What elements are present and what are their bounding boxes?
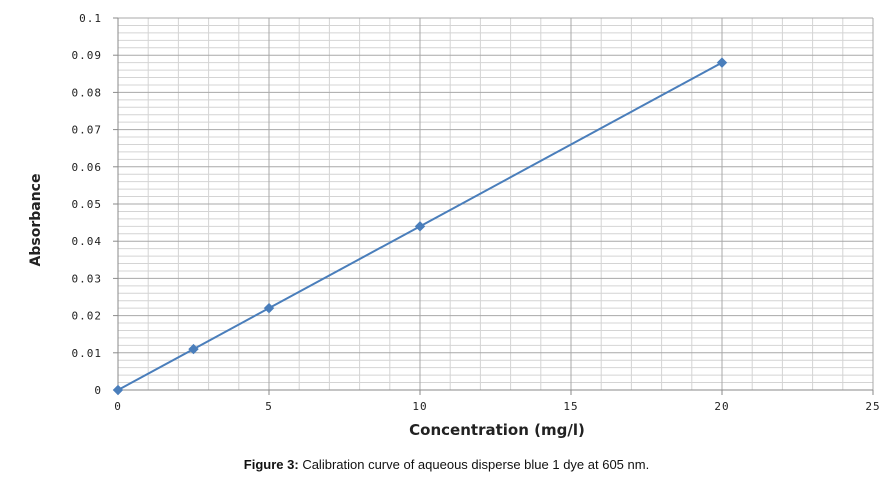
- data-point-marker: [112, 384, 124, 396]
- caption-label: Figure 3:: [243, 457, 299, 472]
- caption-text: Calibration curve of aqueous disperse bl…: [298, 457, 650, 472]
- y-tick-label: 0.1: [79, 12, 102, 25]
- y-tick-label: 0.06: [72, 161, 103, 174]
- y-tick-label: 0.05: [72, 198, 103, 211]
- data-markers: [112, 57, 728, 396]
- x-tick-label: 20: [714, 400, 729, 413]
- x-axis-ticks: 0 5 10 15 20 25: [114, 390, 880, 413]
- y-tick-label: 0.03: [72, 272, 103, 285]
- y-tick-label: 0: [94, 384, 102, 397]
- y-axis-title: Absorbance: [28, 174, 44, 267]
- data-point-marker: [414, 221, 426, 232]
- x-tick-label: 5: [265, 400, 273, 413]
- y-tick-label: 0.08: [72, 86, 103, 99]
- y-tick-label: 0.09: [72, 49, 103, 62]
- grid-lines: [118, 17, 874, 390]
- y-axis-ticks: 0 0.01 0.02 0.03 0.04 0.05 0.06 0.07 0.08 0.09 0.1: [72, 12, 118, 397]
- y-tick-label: 0.02: [72, 310, 103, 323]
- calibration-chart: 0 0.01 0.02 0.03 0.04 0.05 0.06 0.07 0.08 0.09 0.1…: [28, 12, 880, 439]
- data-point-marker: [263, 302, 275, 314]
- x-tick-label: 25: [865, 400, 880, 413]
- data-point-marker: [188, 343, 199, 355]
- y-tick-label: 0.07: [72, 124, 103, 137]
- x-tick-label: 15: [563, 400, 578, 413]
- y-tick-label: 0.01: [72, 347, 103, 360]
- data-point-marker: [716, 57, 728, 68]
- figure-caption: Figure 3: Calibration curve of aqueous d…: [0, 457, 893, 472]
- x-axis-title: Concentration (mg/l): [409, 421, 585, 439]
- y-tick-label: 0.04: [72, 235, 103, 248]
- x-tick-label: 0: [114, 400, 122, 413]
- x-tick-label: 10: [412, 400, 427, 413]
